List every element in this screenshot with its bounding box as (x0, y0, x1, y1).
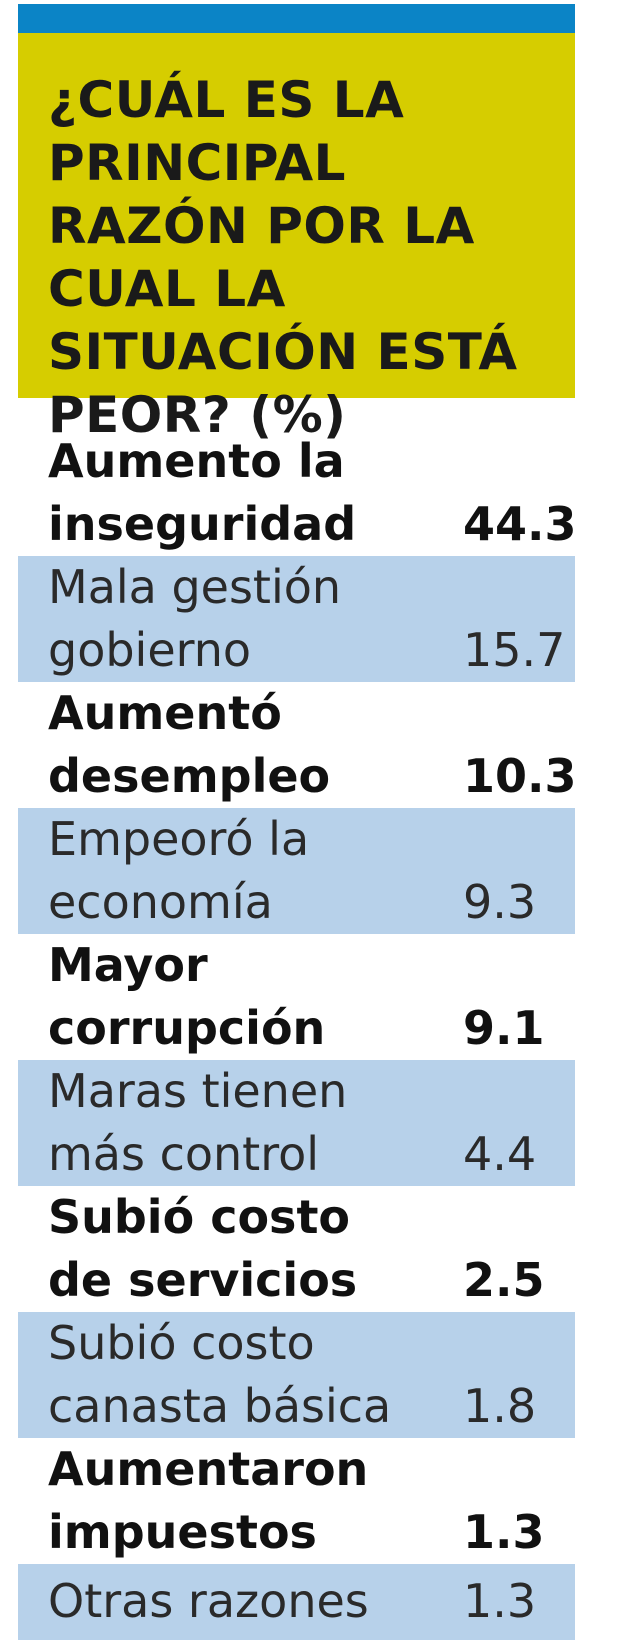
row-label: Aumentaron impuestos (48, 1442, 369, 1559)
table-row: Aumentó desempleo 10.3 (18, 682, 577, 808)
row-value: 9.1 (463, 1001, 545, 1055)
row-label: Empeoró la economía (48, 812, 310, 929)
table-row: Subió costo de servicios 2.5 (18, 1186, 575, 1312)
row-label: Subió costo de servicios (48, 1190, 358, 1307)
table-row: Subió costo canasta básica 1.8 (18, 1312, 575, 1438)
table-row: Empeoró la economía 9.3 (18, 808, 575, 934)
table-row: Mala gestión gobierno 15.7 (18, 556, 575, 682)
row-value: 1.3 (463, 1574, 537, 1628)
row-label: Mala gestión gobierno (48, 560, 342, 677)
row-value: 1.3 (463, 1505, 545, 1559)
table-row: Maras tienen más control 4.4 (18, 1060, 575, 1186)
row-value: 9.3 (463, 875, 537, 929)
row-label: Subió costo canasta básica (48, 1316, 392, 1433)
chart-title: ¿CUÁL ES LA PRINCIPAL RAZÓN POR LA CUAL … (48, 71, 518, 444)
row-value: 4.4 (463, 1127, 537, 1181)
results-table: Aumento la inseguridad 44.3 Mala gestión g… (18, 430, 577, 1640)
top-accent-bar (18, 4, 575, 33)
row-label: Aumentó desempleo (48, 686, 331, 803)
table-row: Aumento la inseguridad 44.3 (18, 430, 577, 556)
table-row: Mayor corrupción 9.1 (18, 934, 575, 1060)
row-label: Mayor corrupción (48, 938, 326, 1055)
row-value: 44.3 (463, 497, 577, 551)
row-label: Maras tienen más control (48, 1064, 348, 1181)
row-value: 15.7 (463, 623, 566, 677)
table-row: Aumentaron impuestos 1.3 (18, 1438, 575, 1564)
row-label: Otras razones (48, 1574, 369, 1628)
row-label: Aumento la inseguridad (48, 434, 357, 551)
table-row: Otras razones 1.3 (18, 1564, 575, 1640)
row-value: 1.8 (463, 1379, 537, 1433)
row-value: 2.5 (463, 1253, 545, 1307)
title-panel: ¿CUÁL ES LA PRINCIPAL RAZÓN POR LA CUAL … (18, 33, 575, 444)
row-value: 10.3 (463, 749, 577, 803)
